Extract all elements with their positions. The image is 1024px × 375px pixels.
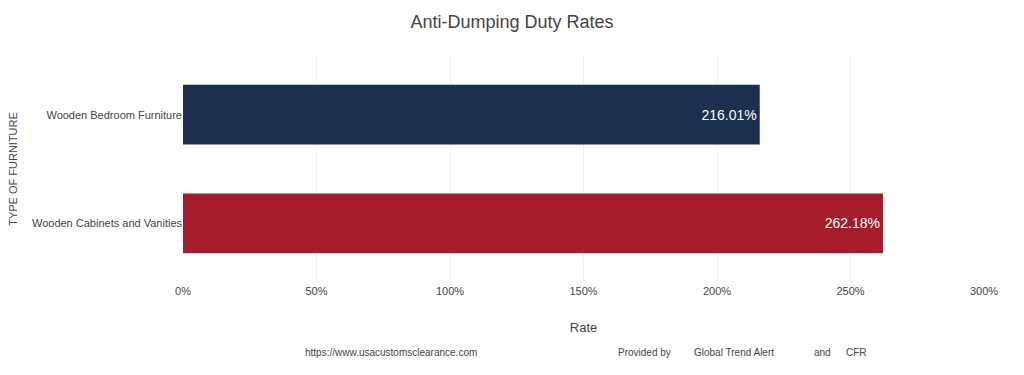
svg-text:100%: 100%: [436, 285, 464, 297]
svg-text:Rate: Rate: [570, 320, 597, 335]
svg-text:150%: 150%: [569, 285, 597, 297]
svg-text:Anti-Dumping Duty Rates: Anti-Dumping Duty Rates: [410, 12, 613, 32]
svg-text:Wooden Bedroom Furniture: Wooden Bedroom Furniture: [46, 109, 182, 121]
svg-text:Wooden Cabinets and Vanities: Wooden Cabinets and Vanities: [32, 217, 183, 229]
svg-text:CFR: CFR: [846, 347, 867, 358]
svg-text:Global Trend Alert: Global Trend Alert: [694, 347, 774, 358]
svg-text:TYPE OF FURNITURE: TYPE OF FURNITURE: [7, 112, 19, 226]
svg-text:262.18%: 262.18%: [825, 215, 880, 231]
svg-text:300%: 300%: [970, 285, 998, 297]
svg-text:216.01%: 216.01%: [701, 107, 756, 123]
svg-text:250%: 250%: [836, 285, 864, 297]
svg-text:Provided by: Provided by: [618, 347, 671, 358]
svg-text:50%: 50%: [305, 285, 327, 297]
svg-text:200%: 200%: [703, 285, 731, 297]
svg-text:and: and: [814, 347, 831, 358]
svg-text:0%: 0%: [175, 285, 191, 297]
svg-text:https://www.usacustomsclearanc: https://www.usacustomsclearance.com: [305, 347, 477, 358]
